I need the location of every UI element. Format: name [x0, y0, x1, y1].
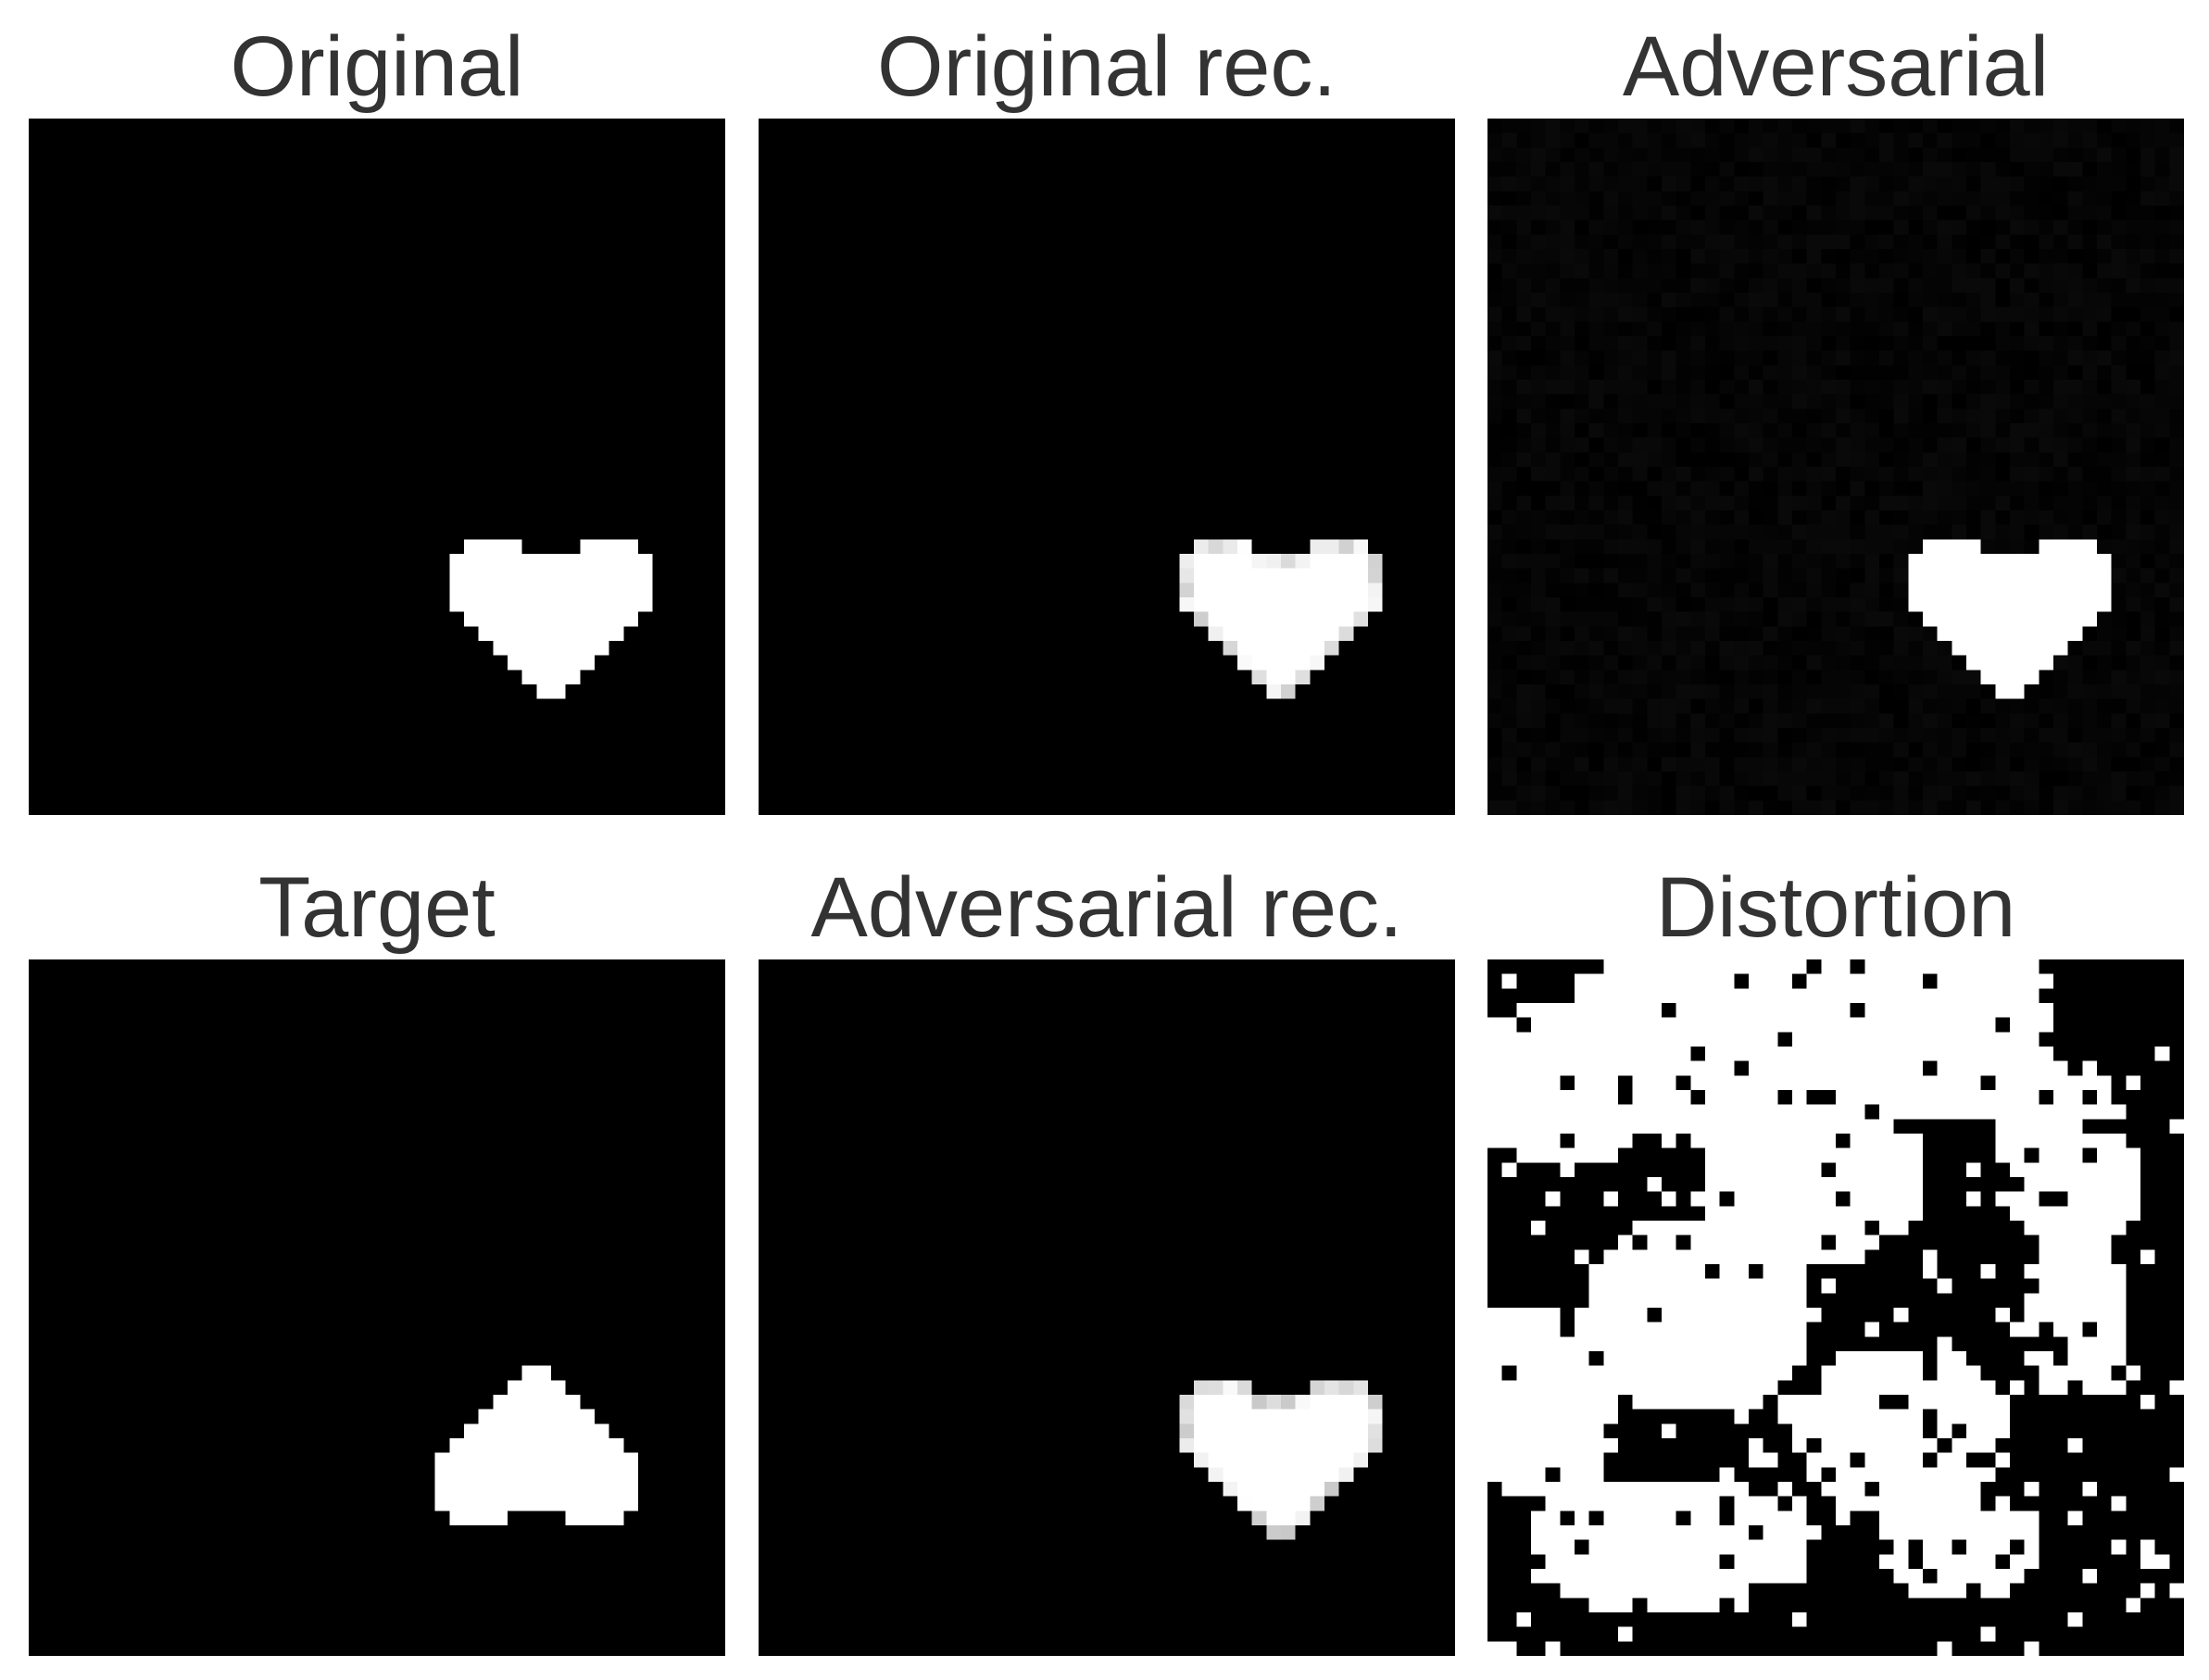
adversarial-image	[1487, 119, 2184, 815]
panel-title: Original rec.	[877, 19, 1337, 114]
panel-title: Original	[230, 19, 524, 114]
target-image	[29, 959, 725, 1656]
distortion-map-image	[1487, 959, 2184, 1656]
panel-title: Adversarial	[1622, 19, 2050, 114]
original-image	[29, 119, 725, 815]
original-reconstruction-image	[759, 119, 1455, 815]
adversarial-reconstruction-image	[759, 959, 1455, 1656]
panel-title: Adversarial rec.	[810, 860, 1403, 955]
panel-title: Target	[258, 860, 496, 955]
panel-title: Distortion	[1655, 860, 2016, 955]
